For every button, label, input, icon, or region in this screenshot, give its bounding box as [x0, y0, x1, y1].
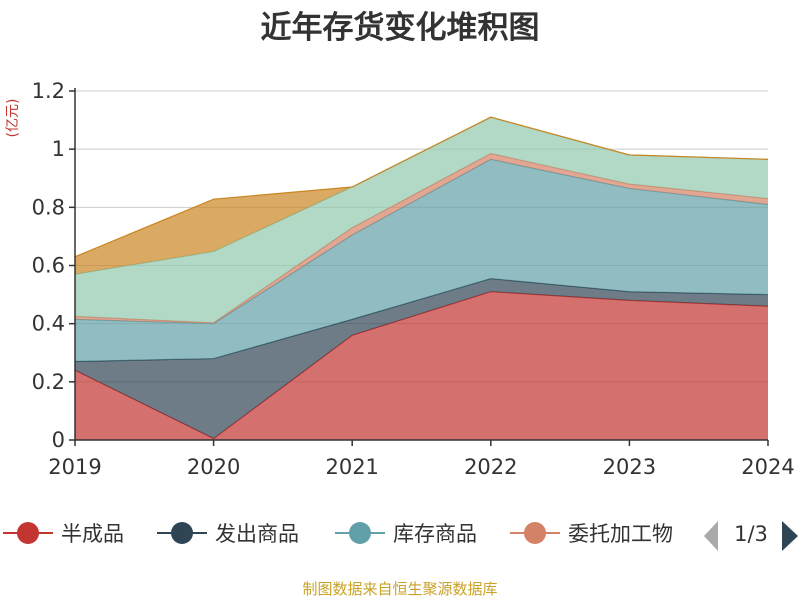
x-tick-label: 2021 — [325, 455, 378, 479]
y-tick-label: 0 — [52, 428, 65, 452]
legend-prev-page-icon[interactable] — [704, 521, 718, 551]
area-series-2 — [75, 159, 768, 362]
legend-label: 库存商品 — [393, 522, 477, 546]
legend-item-1[interactable]: 发出商品 — [157, 522, 299, 546]
legend-swatch-marker — [349, 522, 371, 544]
y-tick-label: 0.4 — [32, 312, 65, 336]
y-tick-label: 0.6 — [32, 254, 65, 278]
legend-label: 半成品 — [61, 522, 124, 546]
area-series-1 — [75, 278, 768, 439]
chart-title: 近年存货变化堆积图 — [261, 10, 540, 46]
y-tick-label: 1.2 — [32, 79, 65, 103]
legend-item-3[interactable]: 委托加工物 — [510, 522, 673, 546]
legend-swatch-marker — [524, 522, 546, 544]
axes: 0 0.2 0.4 0.6 0.8 1 1.2 2019 2020 2021 2022 2023 202… — [32, 79, 795, 479]
legend-item-2[interactable]: 库存商品 — [335, 522, 477, 546]
y-axis-label: (亿元) — [5, 99, 21, 138]
x-tick-label: 2024 — [741, 455, 794, 479]
y-tick-label: 0.2 — [32, 370, 65, 394]
x-tick-label: 2019 — [48, 455, 101, 479]
y-tick-label: 0.8 — [32, 195, 65, 219]
data-source-note: 制图数据来自恒生聚源数据库 — [302, 580, 497, 598]
area-edge-6 — [74, 116, 769, 258]
series-areas — [74, 116, 769, 440]
y-tick-label: 1 — [52, 137, 65, 161]
legend-page-indicator: 1/3 — [734, 522, 768, 546]
legend-swatch-marker — [17, 522, 39, 544]
legend[interactable]: 半成品 发出商品 库存商品 委托加工物 1/3 — [3, 521, 798, 551]
area-series-6 — [75, 117, 768, 275]
legend-label: 委托加工物 — [568, 522, 673, 546]
legend-label: 发出商品 — [215, 522, 299, 546]
area-series-4 — [75, 117, 768, 323]
legend-swatch-marker — [171, 522, 193, 544]
x-tick-label: 2022 — [464, 455, 517, 479]
legend-item-0[interactable]: 半成品 — [3, 522, 124, 546]
area-series-0 — [75, 291, 768, 440]
x-tick-label: 2020 — [187, 455, 240, 479]
x-tick-label: 2023 — [603, 455, 656, 479]
legend-next-page-icon[interactable] — [782, 521, 798, 551]
